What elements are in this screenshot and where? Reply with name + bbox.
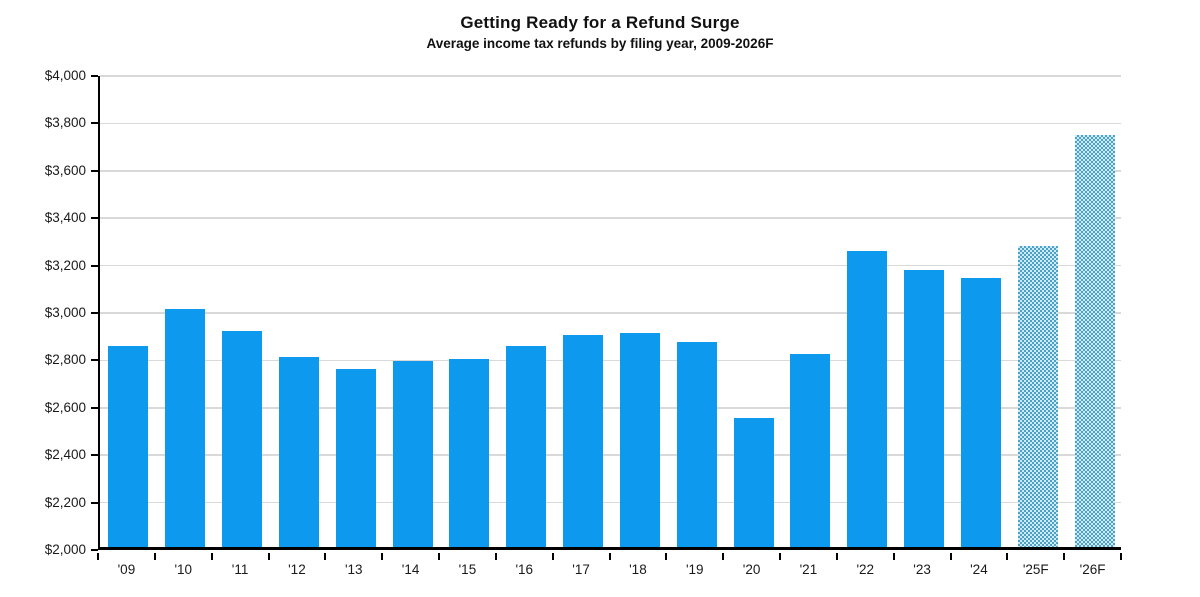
x-axis-tick bbox=[665, 553, 668, 560]
x-axis-label-17: '17 bbox=[572, 562, 590, 577]
y-axis-tick bbox=[91, 122, 98, 125]
x-axis-tick bbox=[97, 553, 99, 560]
y-axis-label-2200: $2,200 bbox=[44, 494, 86, 510]
bar-10 bbox=[165, 308, 206, 547]
x-axis-label-11: '11 bbox=[231, 562, 249, 577]
y-axis-label-3000: $3,000 bbox=[44, 305, 86, 320]
bar-23 bbox=[904, 269, 945, 547]
bar-11 bbox=[222, 331, 263, 547]
x-axis-tick bbox=[551, 553, 554, 560]
x-axis-label-12: '12 bbox=[288, 562, 306, 577]
gridline-3600 bbox=[100, 170, 1121, 172]
x-axis-tick bbox=[438, 553, 440, 560]
bar-09 bbox=[108, 345, 149, 547]
y-axis-label-3800: $3,800 bbox=[44, 115, 86, 131]
y-axis-tick bbox=[91, 169, 98, 172]
x-axis-label-18: '18 bbox=[629, 562, 647, 577]
bar-24 bbox=[960, 278, 1001, 547]
x-axis-label-15: '15 bbox=[458, 562, 477, 577]
bar-18 bbox=[619, 332, 660, 547]
bar-19 bbox=[676, 342, 717, 547]
x-axis-label-24: '24 bbox=[970, 562, 988, 577]
bar-20 bbox=[733, 417, 774, 547]
x-axis-label-22: '22 bbox=[856, 562, 875, 577]
x-axis-label-13: '13 bbox=[344, 562, 363, 577]
gridline-2800 bbox=[100, 359, 1121, 362]
y-axis-label-2600: $2,600 bbox=[44, 399, 86, 415]
x-axis-tick bbox=[779, 553, 781, 560]
x-axis-tick bbox=[835, 553, 838, 560]
x-axis-tick bbox=[892, 553, 895, 560]
y-axis-tick bbox=[91, 312, 98, 314]
bar-14 bbox=[392, 360, 433, 547]
y-axis-label-4000: $4,000 bbox=[44, 68, 86, 83]
gridline-3400 bbox=[100, 217, 1121, 219]
x-axis-label-20: '20 bbox=[742, 562, 761, 577]
plot-area bbox=[98, 75, 1121, 550]
x-axis-tick bbox=[324, 553, 327, 560]
x-axis-label-16: '16 bbox=[515, 562, 534, 577]
y-axis-tick bbox=[91, 549, 98, 551]
bar-25f bbox=[1017, 246, 1058, 547]
y-axis-label-2400: $2,400 bbox=[44, 447, 86, 463]
bar-12 bbox=[278, 357, 319, 547]
y-axis-label-3200: $3,200 bbox=[44, 257, 86, 273]
bar-22 bbox=[847, 250, 888, 547]
y-axis-tick bbox=[91, 75, 98, 77]
x-axis-label-23: '23 bbox=[913, 562, 931, 577]
y-axis-tick bbox=[91, 359, 98, 362]
x-axis-label-10: '10 bbox=[174, 562, 193, 577]
bar-16 bbox=[506, 345, 547, 547]
x-axis-label-19: '19 bbox=[685, 562, 704, 577]
chart-title: Getting Ready for a Refund Surge bbox=[460, 13, 740, 32]
y-axis-label-2000: $2,000 bbox=[44, 542, 86, 557]
y-axis-label-3600: $3,600 bbox=[44, 162, 86, 178]
y-axis-label-3400: $3,400 bbox=[44, 210, 86, 226]
x-axis-label-21: '21 bbox=[799, 562, 818, 577]
y-axis-tick bbox=[91, 264, 98, 267]
x-axis-tick bbox=[494, 553, 497, 560]
x-axis-label-25f: '25F bbox=[1022, 562, 1049, 577]
bar-13 bbox=[335, 369, 376, 547]
x-axis-tick bbox=[381, 553, 384, 560]
y-axis-tick bbox=[91, 217, 98, 220]
x-axis-tick bbox=[210, 553, 213, 560]
x-axis-tick bbox=[1120, 553, 1122, 560]
bar-15 bbox=[449, 358, 490, 547]
bar-21 bbox=[790, 353, 831, 547]
x-axis-tick bbox=[153, 553, 156, 560]
gridline-2200 bbox=[100, 501, 1121, 504]
chart-subtitle: Average income tax refunds by filing yea… bbox=[426, 36, 774, 51]
x-axis-tick bbox=[949, 553, 952, 560]
x-axis-tick bbox=[267, 553, 270, 560]
y-axis-tick bbox=[91, 406, 98, 409]
x-axis-tick bbox=[608, 553, 611, 560]
gridline-2400 bbox=[100, 454, 1121, 456]
gridline-3800 bbox=[100, 122, 1121, 125]
gridline-3200 bbox=[100, 264, 1121, 267]
bar-17 bbox=[563, 334, 604, 547]
x-axis-tick bbox=[1006, 553, 1009, 560]
bar-26f bbox=[1074, 134, 1115, 547]
gridline-2600 bbox=[100, 407, 1121, 409]
gridline-4000 bbox=[100, 75, 1121, 77]
x-axis-label-26f: '26F bbox=[1079, 562, 1106, 577]
gridline-3000 bbox=[100, 312, 1121, 314]
x-axis-tick bbox=[1063, 553, 1066, 560]
x-axis-tick bbox=[722, 553, 725, 560]
y-axis-tick bbox=[91, 501, 98, 504]
y-axis-tick bbox=[91, 454, 98, 457]
x-axis-label-14: '14 bbox=[401, 562, 420, 577]
x-axis-label-09: '09 bbox=[117, 562, 136, 577]
y-axis-label-2800: $2,800 bbox=[44, 352, 86, 368]
